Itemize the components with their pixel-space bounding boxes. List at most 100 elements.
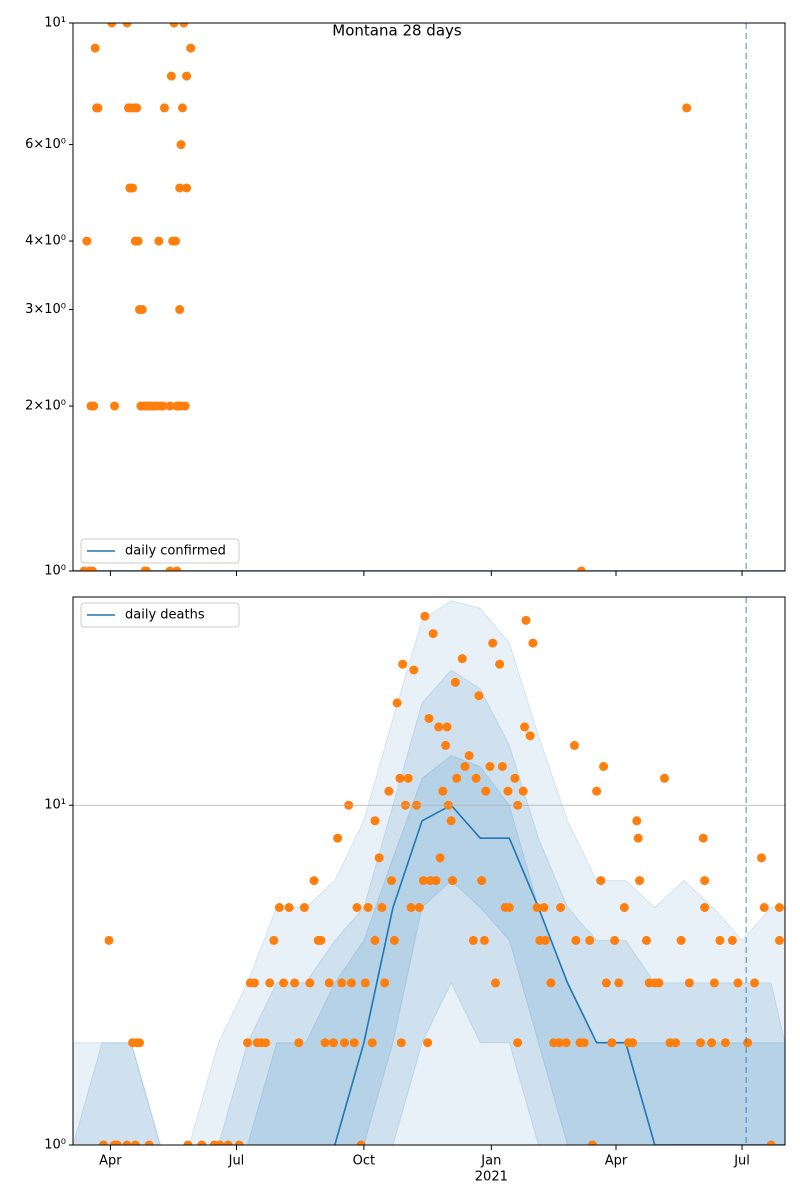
legend-box (80, 602, 240, 628)
point (490, 978, 500, 988)
point (471, 773, 481, 783)
point (243, 1038, 253, 1048)
point (707, 1038, 717, 1048)
axes-frame (72, 596, 786, 1146)
point (733, 978, 743, 988)
y-tick-label: 10⁰ (44, 1138, 66, 1153)
point (128, 183, 138, 193)
point (274, 903, 284, 913)
point (696, 1038, 706, 1048)
point (305, 978, 315, 988)
point (352, 903, 362, 913)
y-tick-label: 4×10⁰ (25, 234, 66, 249)
point (596, 876, 606, 886)
point (387, 876, 397, 886)
point (485, 761, 495, 771)
point (635, 876, 645, 886)
point (495, 659, 505, 669)
point (180, 401, 190, 411)
point (166, 71, 176, 81)
point (107, 23, 117, 28)
point (137, 305, 147, 315)
point (671, 1038, 681, 1048)
point (424, 713, 434, 723)
point (328, 1038, 338, 1048)
point (766, 1140, 776, 1145)
point (234, 1140, 244, 1145)
point (428, 629, 438, 639)
point (464, 751, 474, 761)
legend-label: daily confirmed (125, 544, 226, 559)
point (587, 1140, 597, 1145)
point (182, 183, 192, 193)
point (659, 773, 669, 783)
y-tick-label: 2×10⁰ (25, 399, 66, 414)
x-tick-label: Jan (480, 1154, 501, 1169)
point (774, 935, 784, 945)
point (265, 978, 275, 988)
point (641, 935, 651, 945)
point (504, 903, 514, 913)
point (370, 935, 380, 945)
point (698, 833, 708, 843)
point (406, 903, 416, 913)
point (479, 935, 489, 945)
x-tick-label: Oct (353, 1154, 375, 1169)
point (134, 1038, 144, 1048)
point (294, 1038, 304, 1048)
point (743, 1038, 753, 1048)
point (175, 183, 185, 193)
point (89, 401, 99, 411)
point (569, 740, 579, 750)
point (709, 978, 719, 988)
point (423, 1038, 433, 1048)
point (261, 1038, 271, 1048)
point (290, 978, 300, 988)
point (182, 71, 192, 81)
point (186, 43, 196, 53)
point (441, 740, 451, 750)
point (284, 903, 294, 913)
point (363, 903, 373, 913)
point (539, 903, 549, 913)
point (396, 1038, 406, 1048)
chart-title: Montana 28 days (332, 22, 462, 40)
point (488, 638, 498, 648)
point (320, 1038, 330, 1048)
point (82, 236, 92, 246)
point (756, 853, 766, 863)
point (438, 786, 448, 796)
point (112, 1140, 122, 1145)
point (172, 566, 182, 571)
point (434, 722, 444, 732)
point (774, 903, 784, 913)
point (309, 876, 319, 886)
point (197, 1140, 207, 1145)
axes-frame (72, 22, 786, 572)
point (414, 903, 424, 913)
point (87, 566, 97, 571)
point (340, 1038, 350, 1048)
point (497, 761, 507, 771)
point (521, 615, 531, 625)
point (316, 935, 326, 945)
point (457, 654, 467, 664)
point (122, 23, 132, 28)
point (520, 722, 530, 732)
point (576, 566, 586, 571)
point (715, 935, 725, 945)
point (333, 833, 343, 843)
point (619, 903, 629, 913)
point (435, 853, 445, 863)
point (98, 1140, 108, 1145)
point (720, 1038, 730, 1048)
point (165, 401, 175, 411)
point (632, 816, 642, 826)
point (614, 978, 624, 988)
point (682, 103, 692, 113)
point (122, 1140, 132, 1145)
x-tick-label: Jul (228, 1154, 245, 1169)
point (367, 1038, 377, 1048)
y-tick-label: 10¹ (44, 798, 66, 813)
